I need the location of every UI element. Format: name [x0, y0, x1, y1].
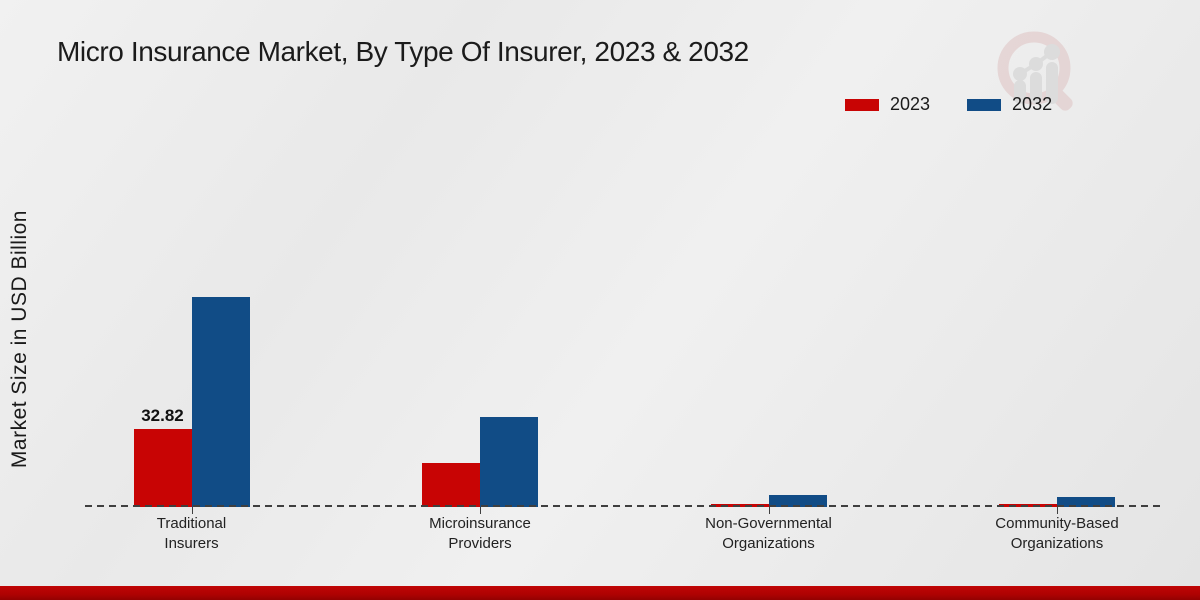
legend-label-2032: 2032 [1012, 94, 1053, 114]
category-label-community-based-organizations: Community-Based Organizations [995, 515, 1119, 552]
bar-2032-microinsurance-providers [480, 416, 538, 507]
legend-item-2032[interactable]: 2032 [967, 94, 1052, 115]
bar-2032-non-governmental-organizations [768, 495, 827, 507]
x-axis-tick-microinsurance-providers [480, 507, 481, 514]
bar-value-label-2023-traditional-insurers: 32.82 [141, 406, 184, 425]
legend-label-2023: 2023 [890, 94, 931, 114]
chart-title: Micro Insurance Market, By Type Of Insur… [57, 36, 749, 67]
footer-red-strip [0, 586, 1200, 600]
category-label-non-governmental-organizations: Non-Governmental Organizations [705, 515, 832, 552]
bar-2023-microinsurance-providers [422, 462, 480, 507]
x-axis-tick-traditional-insurers [191, 507, 193, 514]
bar-2023-traditional-insurers [133, 429, 192, 507]
legend-item-2023[interactable]: 2023 [845, 94, 930, 115]
bar-2032-community-based-organizations [1057, 496, 1115, 507]
x-axis-tick-community-based-organizations [1057, 507, 1058, 514]
legend: 2023 2032 [845, 94, 1052, 115]
bar-2032-traditional-insurers [191, 296, 250, 507]
category-label-microinsurance-providers: Microinsurance Providers [429, 515, 531, 552]
x-axis-dashed-baseline [85, 505, 1163, 507]
magnifier-bar-chart-logo-icon [997, 31, 1073, 111]
legend-swatch-2032 [967, 98, 1002, 111]
x-axis-tick-non-governmental-organizations [768, 507, 770, 514]
category-label-traditional-insurers: Traditional Insurers [156, 515, 227, 552]
legend-swatch-2023 [845, 98, 879, 111]
